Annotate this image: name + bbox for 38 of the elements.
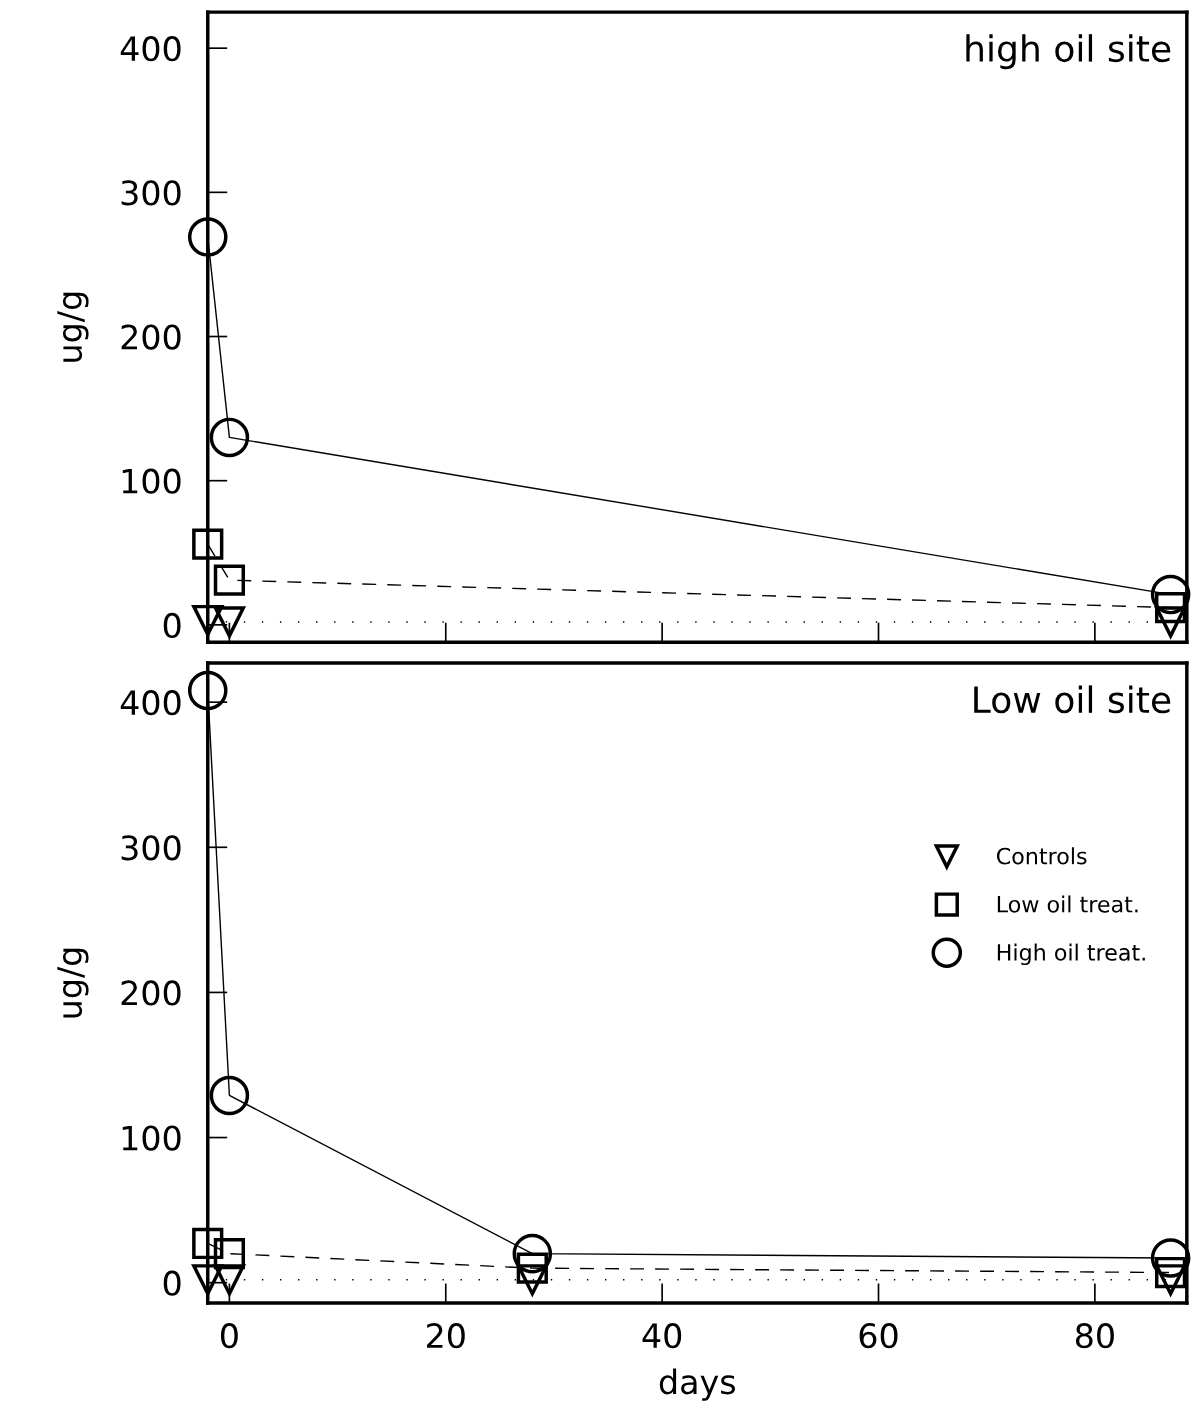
point: [192, 1227, 224, 1260]
y-tick-label: 200: [121, 324, 181, 350]
y-tick-label: 400: [120, 36, 181, 62]
y-tick-label: 100: [122, 1125, 181, 1151]
y-tick-label: 200: [121, 980, 181, 1006]
legend-label: Controls: [996, 847, 1087, 865]
y-tick-label: 0: [163, 1270, 181, 1296]
x-tick-label: 40: [642, 1323, 682, 1349]
y-axis-title: ug/g: [57, 948, 89, 1018]
point: [187, 217, 228, 257]
point: [213, 606, 246, 638]
point: [192, 604, 224, 637]
point: [213, 564, 246, 596]
y-tick-label: 400: [120, 690, 181, 716]
text: high oil site: [966, 34, 1171, 70]
y-tick-label: 300: [121, 180, 181, 206]
y-axis-title: ug/g: [57, 292, 89, 362]
point: [187, 670, 228, 711]
point: [1150, 1238, 1191, 1278]
x-axis-title: days: [659, 1368, 736, 1401]
point: [192, 1264, 224, 1296]
point: [213, 1238, 246, 1270]
y-tick-label: 100: [122, 468, 181, 494]
point: [209, 417, 250, 458]
text: Low oil site: [974, 685, 1171, 714]
point: [192, 528, 224, 560]
y-tick-label: 300: [121, 835, 181, 861]
point: [209, 1075, 250, 1116]
x-tick-label: 60: [859, 1323, 898, 1349]
x-tick-label: 80: [1075, 1323, 1114, 1349]
legend-label: Low oil treat.: [997, 895, 1138, 913]
point: [1150, 574, 1191, 615]
x-tick-label: 20: [427, 1323, 465, 1349]
point: [213, 1264, 246, 1296]
point: [512, 1233, 553, 1274]
y-tick-label: 0: [163, 612, 181, 638]
x-tick-label: 0: [220, 1323, 238, 1349]
legend-label: High oil treat.: [997, 943, 1145, 966]
